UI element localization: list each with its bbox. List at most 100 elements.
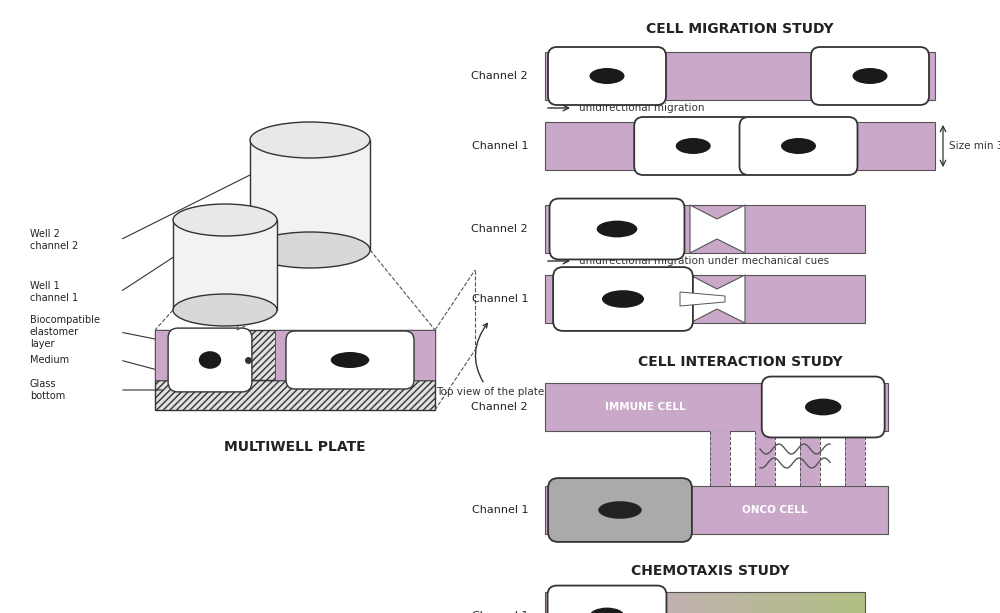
Bar xyxy=(582,592,586,613)
Bar xyxy=(849,592,852,613)
Text: Well 2
channel 2: Well 2 channel 2 xyxy=(30,229,78,251)
Bar xyxy=(825,592,828,613)
Bar xyxy=(566,592,570,613)
Bar xyxy=(548,592,551,613)
Bar xyxy=(574,592,578,613)
Bar xyxy=(845,431,865,486)
Ellipse shape xyxy=(250,232,370,268)
Ellipse shape xyxy=(597,221,637,237)
FancyBboxPatch shape xyxy=(550,199,684,259)
Bar xyxy=(800,431,820,486)
Bar xyxy=(612,592,615,613)
FancyBboxPatch shape xyxy=(286,331,414,389)
Text: Biocompatible
elastomer
layer: Biocompatible elastomer layer xyxy=(30,316,100,349)
Bar xyxy=(657,592,661,613)
Bar xyxy=(724,592,727,613)
Bar xyxy=(851,592,855,613)
Bar xyxy=(841,592,844,613)
Bar xyxy=(662,592,666,613)
Bar xyxy=(654,592,658,613)
Bar xyxy=(660,592,663,613)
Bar xyxy=(545,486,888,534)
Bar xyxy=(777,592,781,613)
Bar xyxy=(804,592,807,613)
Bar xyxy=(686,592,690,613)
Text: Channel 1: Channel 1 xyxy=(472,611,528,613)
Bar xyxy=(814,592,818,613)
Bar xyxy=(721,592,725,613)
Bar xyxy=(678,592,682,613)
Bar xyxy=(545,52,935,100)
Bar xyxy=(835,592,839,613)
Polygon shape xyxy=(690,275,745,323)
Bar xyxy=(830,592,834,613)
Ellipse shape xyxy=(199,351,221,369)
Bar xyxy=(780,592,783,613)
Bar xyxy=(614,592,618,613)
Bar xyxy=(545,592,549,613)
Bar xyxy=(857,592,860,613)
Bar xyxy=(726,592,730,613)
Bar xyxy=(697,592,701,613)
Polygon shape xyxy=(680,292,725,306)
Bar xyxy=(796,592,799,613)
Bar xyxy=(155,380,435,410)
Bar xyxy=(545,383,888,431)
Bar xyxy=(793,592,797,613)
Bar xyxy=(638,592,642,613)
Bar xyxy=(670,592,674,613)
Bar xyxy=(788,592,791,613)
Bar xyxy=(843,592,847,613)
Bar xyxy=(756,592,759,613)
Bar xyxy=(859,592,863,613)
Bar xyxy=(681,592,685,613)
Bar xyxy=(561,592,565,613)
Bar xyxy=(827,592,831,613)
Bar xyxy=(593,592,597,613)
Text: unidirectional migration: unidirectional migration xyxy=(579,103,704,113)
Bar xyxy=(601,592,605,613)
Bar xyxy=(668,592,671,613)
Ellipse shape xyxy=(805,398,841,416)
Bar xyxy=(676,592,679,613)
Bar xyxy=(665,592,669,613)
Bar xyxy=(705,592,709,613)
Ellipse shape xyxy=(331,352,369,368)
Bar xyxy=(750,592,754,613)
Bar xyxy=(545,205,865,253)
Bar xyxy=(620,592,623,613)
FancyBboxPatch shape xyxy=(634,117,752,175)
Bar xyxy=(833,592,836,613)
Bar xyxy=(556,592,559,613)
Bar xyxy=(801,592,805,613)
Bar xyxy=(713,592,717,613)
FancyBboxPatch shape xyxy=(553,267,693,331)
Bar xyxy=(809,592,812,613)
FancyBboxPatch shape xyxy=(548,585,666,613)
Bar xyxy=(606,592,610,613)
Bar xyxy=(596,592,599,613)
Ellipse shape xyxy=(602,290,644,308)
Bar xyxy=(558,592,562,613)
Bar xyxy=(590,592,594,613)
Bar xyxy=(734,592,738,613)
FancyBboxPatch shape xyxy=(762,376,885,438)
Bar xyxy=(822,592,826,613)
Text: Size min 3 µm: Size min 3 µm xyxy=(949,141,1000,151)
Bar xyxy=(628,592,631,613)
Ellipse shape xyxy=(590,68,624,84)
Bar xyxy=(716,592,719,613)
Bar xyxy=(782,592,786,613)
Text: Channel 2: Channel 2 xyxy=(471,71,528,81)
Bar xyxy=(694,592,698,613)
Bar xyxy=(609,592,613,613)
Bar xyxy=(577,592,581,613)
Bar xyxy=(572,592,575,613)
Bar xyxy=(838,592,842,613)
Bar xyxy=(737,592,741,613)
Bar xyxy=(604,592,607,613)
Bar xyxy=(718,592,722,613)
Bar xyxy=(652,592,655,613)
Text: ONCO CELL: ONCO CELL xyxy=(742,505,808,515)
Bar xyxy=(155,330,435,380)
